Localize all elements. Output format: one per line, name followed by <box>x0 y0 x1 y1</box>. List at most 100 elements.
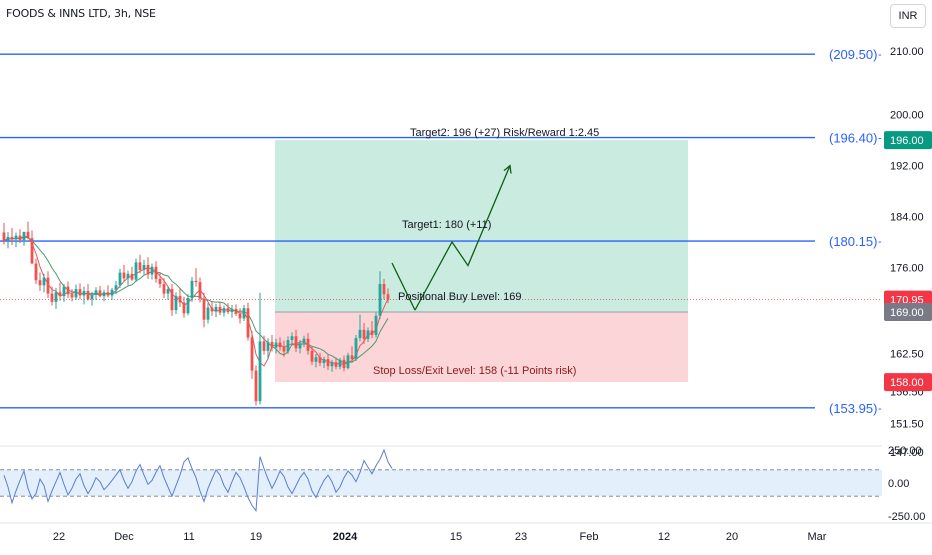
candle <box>214 303 218 318</box>
level-label: (196.40) <box>829 131 877 146</box>
currency-button[interactable]: INR <box>890 4 926 28</box>
candles <box>2 221 390 406</box>
price-tick-label: 184.00 <box>890 212 924 224</box>
candle <box>358 314 362 342</box>
target1-label: Target1: 180 (+11) <box>402 219 491 231</box>
candle-body <box>30 238 34 264</box>
time-tick-label: Feb <box>580 531 599 543</box>
candle <box>182 296 186 318</box>
candle <box>194 268 198 287</box>
price-badge-bg <box>884 131 932 150</box>
candle <box>190 277 194 302</box>
candle <box>126 270 130 286</box>
candle-body <box>366 330 370 339</box>
candle <box>162 278 166 299</box>
candle <box>246 302 250 341</box>
price-tick-label: 176.00 <box>890 262 924 274</box>
candle <box>206 303 210 324</box>
projection-line <box>414 165 511 311</box>
candle <box>154 261 158 283</box>
candle <box>362 322 366 344</box>
candle-body <box>186 298 190 314</box>
horizontal-levels[interactable]: (209.50) -(196.40) -(180.15) -(153.95) - <box>0 47 882 416</box>
candle-body <box>362 329 366 339</box>
candle <box>130 266 134 281</box>
candle-body <box>374 315 378 335</box>
candle-body <box>266 341 270 351</box>
level-label: (153.95) <box>829 401 877 416</box>
candle <box>10 227 14 246</box>
candle-body <box>62 286 66 297</box>
candle <box>302 335 306 348</box>
target2-label: Target2: 196 (+27) Risk/Reward 1:2.45 <box>410 127 599 139</box>
price-tick-label: 210.00 <box>890 46 924 58</box>
candle <box>286 336 290 355</box>
time-tick-label: 2024 <box>333 531 358 543</box>
candle-body <box>114 285 118 290</box>
candle-body <box>318 357 322 363</box>
candle-body <box>50 293 54 302</box>
candle <box>54 287 58 309</box>
price-badge-bg <box>884 373 932 392</box>
candle-body <box>254 370 258 402</box>
rsi-tick-label: 0.00 <box>888 478 909 490</box>
candle <box>18 229 22 244</box>
candle <box>330 359 334 372</box>
time-tick-label: 12 <box>658 531 670 543</box>
candle-body <box>358 329 362 339</box>
candle <box>30 230 34 264</box>
candle <box>346 352 350 370</box>
candle-body <box>270 341 274 348</box>
price-badge-label: 196.00 <box>890 135 924 147</box>
candle-body <box>234 308 238 314</box>
candle <box>146 257 150 279</box>
candle <box>150 263 154 280</box>
candle <box>370 320 374 339</box>
candle <box>90 291 94 306</box>
candle-body <box>82 291 86 296</box>
candle-body <box>22 231 26 241</box>
candle-body <box>142 264 146 271</box>
candle-body <box>386 294 390 300</box>
candle-body <box>106 292 110 296</box>
candle <box>202 292 206 328</box>
candle <box>298 340 302 354</box>
candle <box>222 305 226 317</box>
candle <box>14 232 18 248</box>
candle <box>386 288 390 304</box>
candle-body <box>46 277 50 294</box>
candle <box>306 333 310 355</box>
candle <box>210 301 214 316</box>
rsi-panel: 250.00 0.00 -250.00 <box>0 445 925 523</box>
candle-body <box>38 280 42 286</box>
candle-body <box>250 337 254 371</box>
candle-body <box>78 289 82 296</box>
candle-body <box>322 359 326 363</box>
candle-body <box>170 289 174 311</box>
candle <box>2 222 6 245</box>
candle <box>34 258 38 285</box>
candle <box>82 286 86 305</box>
candle-body <box>242 308 246 319</box>
stop-level-label: Stop Loss/Exit Level: 158 (-11 Points ri… <box>373 365 576 377</box>
candle-body <box>166 289 170 294</box>
candle <box>170 284 174 316</box>
candle <box>326 354 330 370</box>
candle-body <box>86 291 90 300</box>
candle <box>66 281 70 299</box>
projection-path <box>391 164 512 311</box>
level-label: (180.15) <box>829 234 877 249</box>
price-badge-label: 169.00 <box>890 307 924 319</box>
candle-body <box>210 307 214 312</box>
price-axis[interactable]: 210.00200.00192.00184.00176.00162.50156.… <box>884 46 932 459</box>
candle <box>158 271 162 288</box>
time-axis[interactable]: 22 Dec 11 19 2024 15 23 Feb 12 20 Mar <box>0 522 932 543</box>
candle <box>226 303 230 314</box>
time-tick-label: Dec <box>114 531 134 543</box>
candle-body <box>342 359 346 369</box>
candle-body <box>14 235 18 240</box>
candle <box>134 258 138 283</box>
candle <box>106 285 110 298</box>
